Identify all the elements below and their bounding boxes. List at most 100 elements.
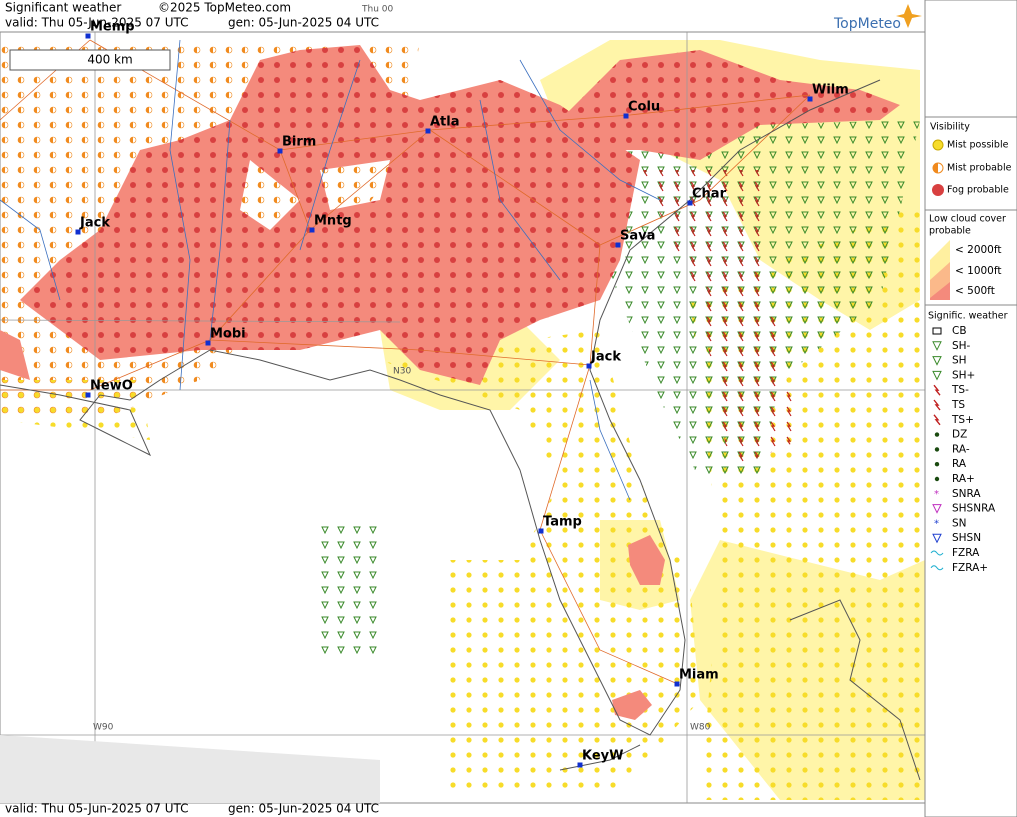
legend-item: TS bbox=[951, 399, 965, 411]
city-marker bbox=[674, 681, 680, 687]
legend-item: FZRA bbox=[952, 547, 980, 559]
map: N30 W90 W80 400 km Memp Birm Atla Colu Wilm C… bbox=[0, 20, 926, 804]
map-title: Significant weather bbox=[5, 1, 121, 15]
cities: Memp Birm Atla Colu Wilm Char Sava Jack Mntg Mobi… bbox=[75, 20, 849, 768]
header: Significant weather ©2025 TopMeteo.com T… bbox=[5, 1, 922, 32]
city-label: Jack bbox=[590, 350, 621, 365]
city-marker bbox=[75, 229, 81, 235]
legend-symbol: * bbox=[934, 489, 939, 500]
weather-legend: CB SH- SH SH+ TS- TS TS+ DZ RA- RA RA+ * SNRA SHSNRA *… bbox=[930, 325, 996, 574]
city-marker bbox=[277, 148, 283, 154]
gen-time: gen: 05-Jun-2025 04 UTC bbox=[228, 16, 379, 30]
city-marker bbox=[687, 200, 693, 206]
legend-title: probable bbox=[929, 226, 971, 237]
legend-symbol bbox=[933, 384, 941, 396]
city-label: Birm bbox=[282, 135, 316, 150]
legend-item: RA+ bbox=[952, 473, 975, 485]
city-marker bbox=[85, 392, 91, 398]
legend-item: SH- bbox=[952, 340, 971, 352]
legend-panel bbox=[924, 0, 1017, 817]
fog-dots bbox=[20, 45, 900, 385]
city-marker bbox=[623, 113, 629, 119]
city-label: Colu bbox=[628, 100, 660, 115]
city-marker bbox=[309, 227, 315, 233]
graticule: N30 W90 W80 bbox=[0, 32, 925, 803]
city-label: NewO bbox=[90, 379, 133, 394]
legend-item: SNRA bbox=[952, 488, 981, 500]
city-label: Sava bbox=[620, 229, 655, 244]
logo: TopMeteo bbox=[833, 16, 901, 32]
showers-gulf bbox=[320, 520, 380, 660]
legend-symbol bbox=[934, 432, 940, 437]
city-label: Tamp bbox=[543, 515, 582, 530]
logo-icon bbox=[896, 4, 922, 28]
scale-label: 400 km bbox=[87, 53, 132, 67]
city-label: Mntg bbox=[314, 214, 352, 229]
legend-title: Visibility bbox=[930, 122, 970, 133]
city-marker bbox=[577, 762, 583, 768]
city-label: Atla bbox=[430, 115, 460, 130]
city-marker bbox=[85, 33, 91, 39]
legend-item: SHSNRA bbox=[952, 503, 996, 515]
legend-item: RA- bbox=[952, 443, 970, 455]
city-label: Wilm bbox=[812, 83, 849, 98]
legend-symbol: * bbox=[934, 518, 939, 529]
city-marker bbox=[538, 528, 544, 534]
legend-item: < 2000ft bbox=[955, 244, 1002, 256]
copyright: ©2025 TopMeteo.com bbox=[158, 1, 291, 15]
legend: Visibility Mist possible Mist probable F… bbox=[924, 0, 1017, 817]
city-marker bbox=[807, 96, 813, 102]
footer: valid: Thu 05-Jun-2025 07 UTC gen: 05-Ju… bbox=[5, 802, 379, 816]
thunderstorms bbox=[640, 170, 800, 470]
legend-symbol bbox=[932, 504, 942, 514]
legend-symbol bbox=[930, 565, 944, 571]
legend-title: Signific. weather bbox=[928, 311, 1008, 322]
footer-gen: gen: 05-Jun-2025 04 UTC bbox=[228, 802, 379, 816]
legend-item: FZRA+ bbox=[952, 562, 988, 574]
legend-symbol bbox=[930, 550, 944, 556]
legend-symbol bbox=[934, 447, 940, 452]
city-label: Mobi bbox=[210, 327, 246, 342]
legend-symbol bbox=[932, 356, 942, 366]
legend-item: Mist possible bbox=[947, 140, 1009, 151]
legend-symbol bbox=[932, 327, 942, 335]
legend-symbol bbox=[933, 399, 941, 411]
legend-item: TS+ bbox=[951, 414, 974, 426]
city-label: KeyW bbox=[582, 749, 623, 764]
legend-symbol bbox=[932, 370, 942, 381]
footer-valid: valid: Thu 05-Jun-2025 07 UTC bbox=[5, 802, 189, 816]
valid-time: valid: Thu 05-Jun-2025 07 UTC bbox=[5, 16, 189, 30]
city-marker bbox=[425, 128, 431, 134]
city-label: Memp bbox=[90, 20, 135, 35]
out-of-domain bbox=[0, 735, 380, 803]
grid-label: N30 bbox=[393, 367, 411, 377]
city-marker bbox=[615, 242, 621, 248]
legend-symbol bbox=[932, 341, 942, 351]
legend-item: SH bbox=[952, 355, 967, 367]
city-marker bbox=[205, 340, 211, 346]
legend-item: SHSN bbox=[952, 532, 981, 544]
grid-label: W90 bbox=[93, 723, 114, 733]
legend-item: DZ bbox=[952, 429, 967, 441]
legend-item: RA bbox=[952, 458, 967, 470]
legend-symbol bbox=[934, 476, 940, 482]
legend-item: < 500ft bbox=[955, 285, 995, 297]
legend-symbol bbox=[933, 414, 941, 426]
city-label: Miam bbox=[679, 668, 719, 683]
legend-item: SH+ bbox=[952, 369, 975, 381]
legend-item: Mist probable bbox=[947, 163, 1012, 174]
run: Thu 00 bbox=[361, 5, 393, 15]
legend-item: CB bbox=[952, 325, 967, 337]
city-marker bbox=[586, 363, 592, 369]
city-label: Char bbox=[692, 187, 727, 202]
legend-item: TS- bbox=[951, 384, 969, 396]
legend-item: < 1000ft bbox=[955, 265, 1002, 277]
city-label: Jack bbox=[79, 216, 110, 231]
legend-item: Fog probable bbox=[947, 185, 1009, 196]
legend-symbol bbox=[934, 462, 940, 467]
legend-symbol bbox=[932, 533, 942, 544]
legend-item: SN bbox=[952, 517, 967, 529]
scale-bar bbox=[9, 49, 171, 71]
legend-title: Low cloud cover bbox=[929, 214, 1006, 225]
